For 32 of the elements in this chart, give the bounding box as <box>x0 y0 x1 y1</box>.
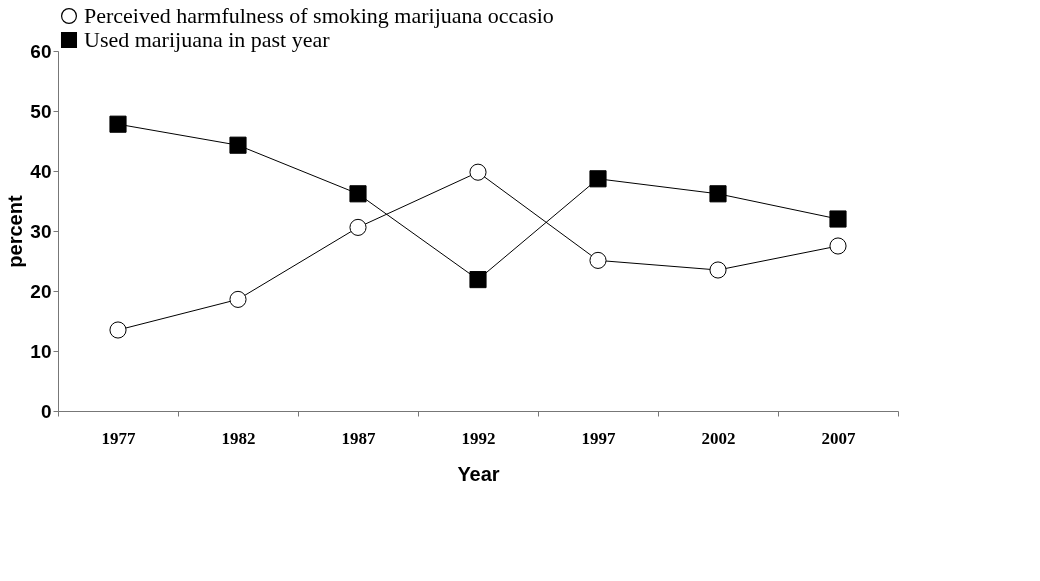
point <box>589 251 607 269</box>
y-axis-title: percent <box>4 195 27 268</box>
point <box>469 271 487 289</box>
y-tick-label: 20 <box>30 280 52 302</box>
point <box>349 185 367 203</box>
y-tick-label: 40 <box>30 160 52 182</box>
point <box>469 163 487 181</box>
point <box>829 210 847 228</box>
x-tick-label: 2007 <box>821 428 856 448</box>
y-tick-label: 50 <box>30 100 52 122</box>
x-tick-label: 1977 <box>101 428 136 448</box>
point <box>829 237 847 255</box>
point <box>709 185 727 203</box>
y-tick-label: 10 <box>30 340 52 362</box>
point <box>229 136 247 154</box>
point <box>229 290 247 308</box>
x-axis-title: Year <box>457 462 500 485</box>
y-tick-label: 60 <box>30 40 52 62</box>
y-tick-label: 30 <box>30 220 52 242</box>
point <box>589 170 607 188</box>
point <box>109 115 127 133</box>
x-tick-label: 1992 <box>461 428 496 448</box>
point <box>709 261 727 279</box>
x-tick-label: 1987 <box>341 428 376 448</box>
x-tick-label: 2002 <box>701 428 736 448</box>
point <box>109 321 127 339</box>
legend-label: Used marijuana in past year <box>84 27 331 52</box>
x-tick-label: 1997 <box>581 428 616 448</box>
legend-label: Perceived harmfulness of smoking marijuana occasio <box>84 3 554 28</box>
point <box>349 218 367 236</box>
x-tick-label: 1982 <box>221 428 256 448</box>
y-tick-label: 0 <box>40 400 52 422</box>
